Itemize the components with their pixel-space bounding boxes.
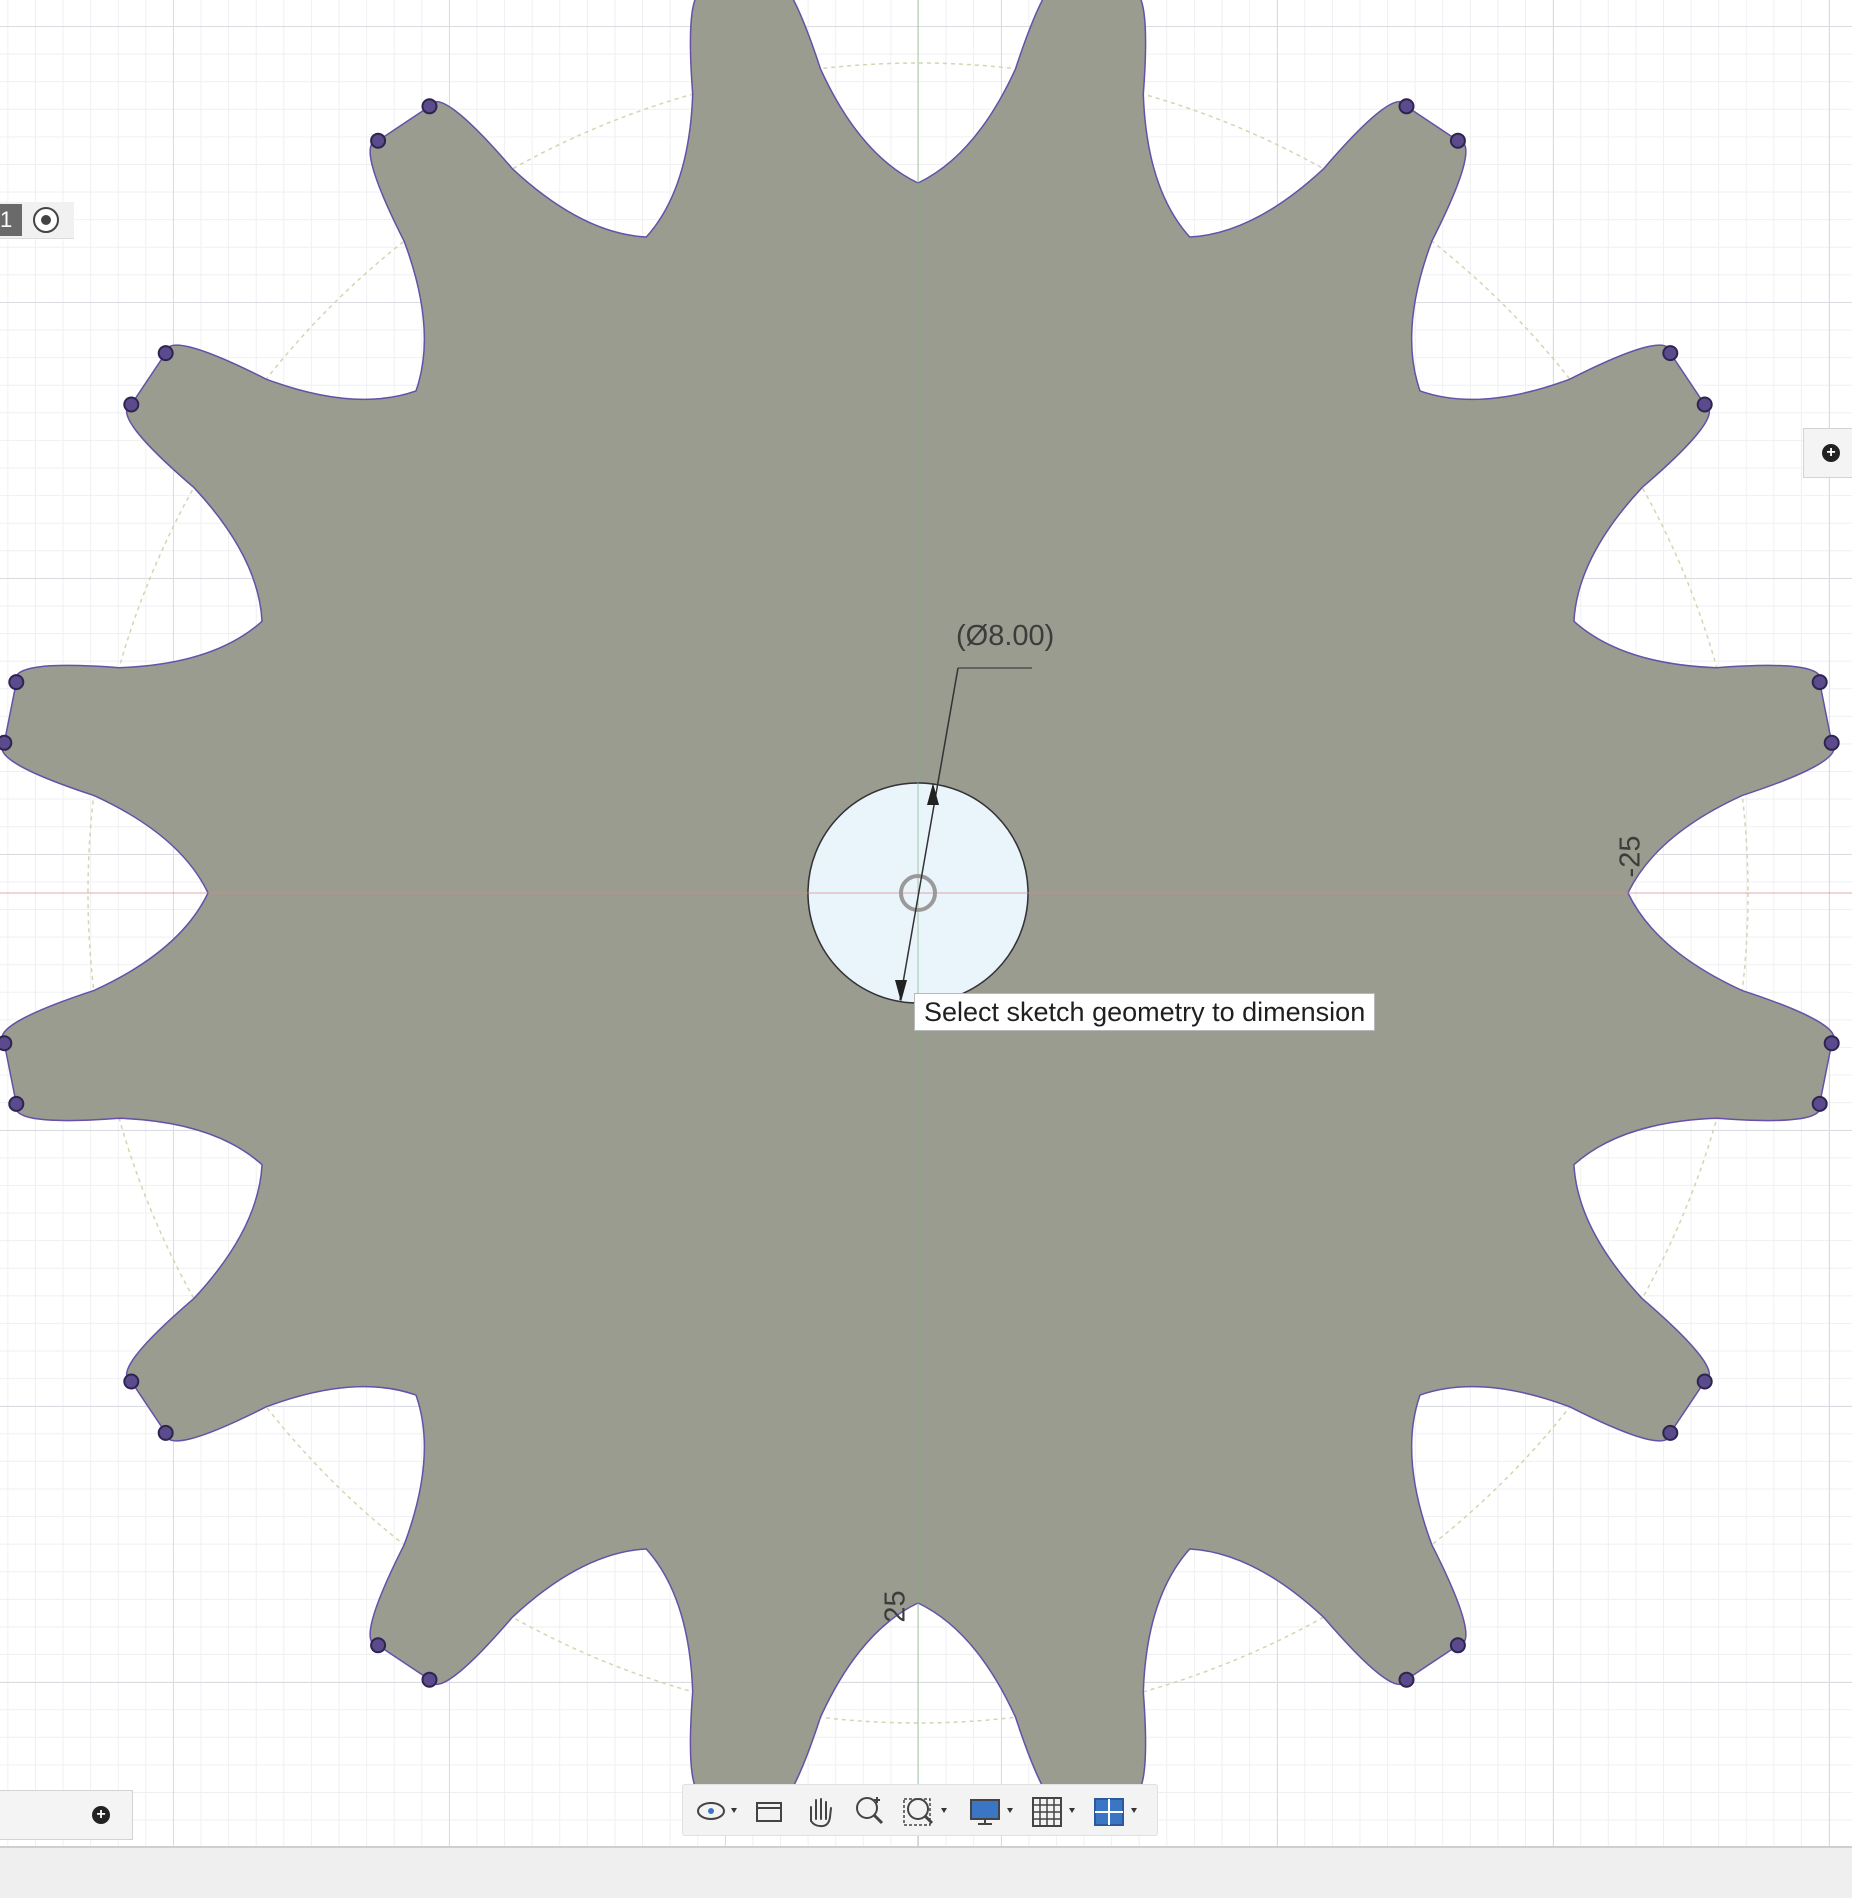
sketch-point[interactable] [157, 345, 174, 362]
sketch-point[interactable] [1662, 1424, 1679, 1441]
canvas-viewport[interactable]: (Ø8.00) -25 25 Select sketch geometry to… [0, 0, 1852, 1846]
dimension-tooltip: Select sketch geometry to dimension [914, 993, 1376, 1031]
sketch-point[interactable] [1696, 1373, 1713, 1390]
comments-panel-collapsed[interactable]: + [0, 1790, 133, 1840]
grid-settings-icon[interactable] [1029, 1791, 1085, 1829]
sketch-point[interactable] [123, 396, 140, 413]
sketch-point[interactable] [1662, 345, 1679, 362]
sketch-point[interactable] [1398, 98, 1415, 115]
sketch-point[interactable] [0, 1035, 13, 1052]
axis-label-horizontal: 25 [879, 1590, 912, 1623]
browser-tab[interactable]: 1 [0, 202, 74, 239]
radio-visibility-icon[interactable] [33, 207, 59, 233]
sketch-point[interactable] [1811, 1095, 1828, 1112]
navigation-toolbar [682, 1784, 1158, 1836]
dimension-arrow-bottom[interactable] [895, 980, 907, 1002]
sketch-point[interactable] [1449, 1637, 1466, 1654]
sketch-point[interactable] [1449, 132, 1466, 149]
plus-icon[interactable]: + [1822, 444, 1840, 462]
plus-icon[interactable]: + [92, 1806, 110, 1824]
browser-tab-number: 1 [0, 204, 22, 236]
dimension-line[interactable] [899, 667, 959, 1001]
axis-label-vertical: -25 [1614, 835, 1647, 878]
sketch-point[interactable] [123, 1373, 140, 1390]
sketch-point[interactable] [370, 132, 387, 149]
diameter-dimension-label[interactable]: (Ø8.00) [956, 620, 1055, 652]
right-panel-expand[interactable]: + [1803, 428, 1852, 478]
sketch-point[interactable] [157, 1424, 174, 1441]
sketch-point[interactable] [1823, 734, 1840, 751]
display-settings-icon[interactable] [967, 1791, 1023, 1829]
sketch-point[interactable] [421, 98, 438, 115]
sketch-point[interactable] [0, 734, 13, 751]
orbit-icon[interactable] [691, 1791, 747, 1829]
sketch-point[interactable] [421, 1671, 438, 1688]
sketch-point[interactable] [8, 1095, 25, 1112]
sketch-point[interactable] [370, 1637, 387, 1654]
sketch-point[interactable] [1823, 1035, 1840, 1052]
status-bar [0, 1846, 1852, 1898]
origin-icon[interactable] [899, 874, 937, 912]
zoom-icon[interactable] [851, 1791, 889, 1829]
sketch-point[interactable] [1696, 396, 1713, 413]
viewports-icon[interactable] [1091, 1791, 1147, 1829]
fit-icon[interactable] [901, 1791, 957, 1829]
pan-icon[interactable] [801, 1791, 837, 1829]
sketch-point[interactable] [8, 674, 25, 691]
look-at-icon[interactable] [751, 1791, 787, 1829]
sketch-point[interactable] [1398, 1671, 1415, 1688]
dimension-arrow-top[interactable] [927, 783, 939, 805]
sketch-canvas[interactable] [0, 0, 1852, 1846]
sketch-point[interactable] [1811, 674, 1828, 691]
